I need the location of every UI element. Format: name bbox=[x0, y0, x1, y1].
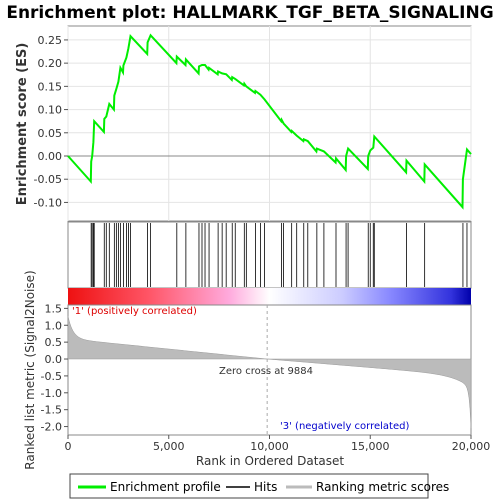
ranking-metric-area bbox=[67, 315, 472, 429]
x-tick-label: 20,000 bbox=[452, 440, 491, 453]
metric-y-ticks: -2.0 -1.5 -1.0 -0.5 0.0 0.5 1.0 1.5 bbox=[41, 302, 68, 434]
x-tick-label: 10,000 bbox=[250, 440, 289, 453]
metric-y-tick-label: -0.5 bbox=[41, 370, 62, 383]
es-y-tick-label: -0.10 bbox=[34, 196, 62, 209]
es-y-tick-label: -0.05 bbox=[34, 173, 62, 186]
metric-y-tick-label: 0.0 bbox=[45, 353, 63, 366]
legend-hits-label: Hits bbox=[254, 480, 277, 494]
metric-y-tick-label: 0.5 bbox=[45, 336, 63, 349]
x-tick-label: 15,000 bbox=[351, 440, 390, 453]
negative-correlation-label: '3' (negatively correlated) bbox=[280, 421, 409, 432]
enrichment-profile-line bbox=[67, 33, 472, 210]
hit-markers bbox=[90, 223, 468, 287]
hits-panel bbox=[67, 221, 472, 289]
es-y-axis-label: Enrichment score (ES) bbox=[15, 43, 30, 206]
metric-y-tick-label: -1.0 bbox=[41, 387, 62, 400]
metric-y-axis-label: Ranked list metric (Signal2Noise) bbox=[23, 270, 37, 469]
legend-metric-label: Ranking metric scores bbox=[316, 480, 449, 494]
zero-cross-label: Zero cross at 9884 bbox=[219, 366, 313, 377]
rank-color-bar bbox=[68, 288, 471, 305]
es-gridlines bbox=[67, 26, 472, 221]
x-tick-label: 0 bbox=[65, 440, 72, 453]
es-y-tick-label: 0.05 bbox=[38, 127, 63, 140]
es-y-tick-label: 0.15 bbox=[38, 80, 63, 93]
metric-y-tick-label: -1.5 bbox=[41, 404, 62, 417]
x-axis-ticks: 0 5,000 10,000 15,000 20,000 bbox=[65, 435, 491, 453]
legend-box bbox=[69, 473, 429, 499]
chart-title: Enrichment plot: HALLMARK_TGF_BETA_SIGNA… bbox=[6, 3, 493, 23]
es-y-tick-label: 0.00 bbox=[38, 150, 63, 163]
es-y-tick-label: 0.20 bbox=[38, 57, 63, 70]
legend-enrichment-label: Enrichment profile bbox=[110, 480, 221, 494]
metric-y-tick-label: 1.0 bbox=[45, 319, 63, 332]
es-y-ticks: -0.10 -0.05 0.00 0.05 0.10 0.15 0.20 0.25 bbox=[34, 34, 68, 209]
x-axis-label: Rank in Ordered Dataset bbox=[196, 454, 344, 468]
es-y-tick-label: 0.25 bbox=[38, 34, 63, 47]
x-tick-label: 5,000 bbox=[153, 440, 185, 453]
metric-y-tick-label: 1.5 bbox=[45, 302, 63, 315]
positive-correlation-label: '1' (positively correlated) bbox=[72, 306, 197, 317]
metric-y-tick-label: -2.0 bbox=[41, 421, 62, 434]
es-y-tick-label: 0.10 bbox=[38, 104, 63, 117]
